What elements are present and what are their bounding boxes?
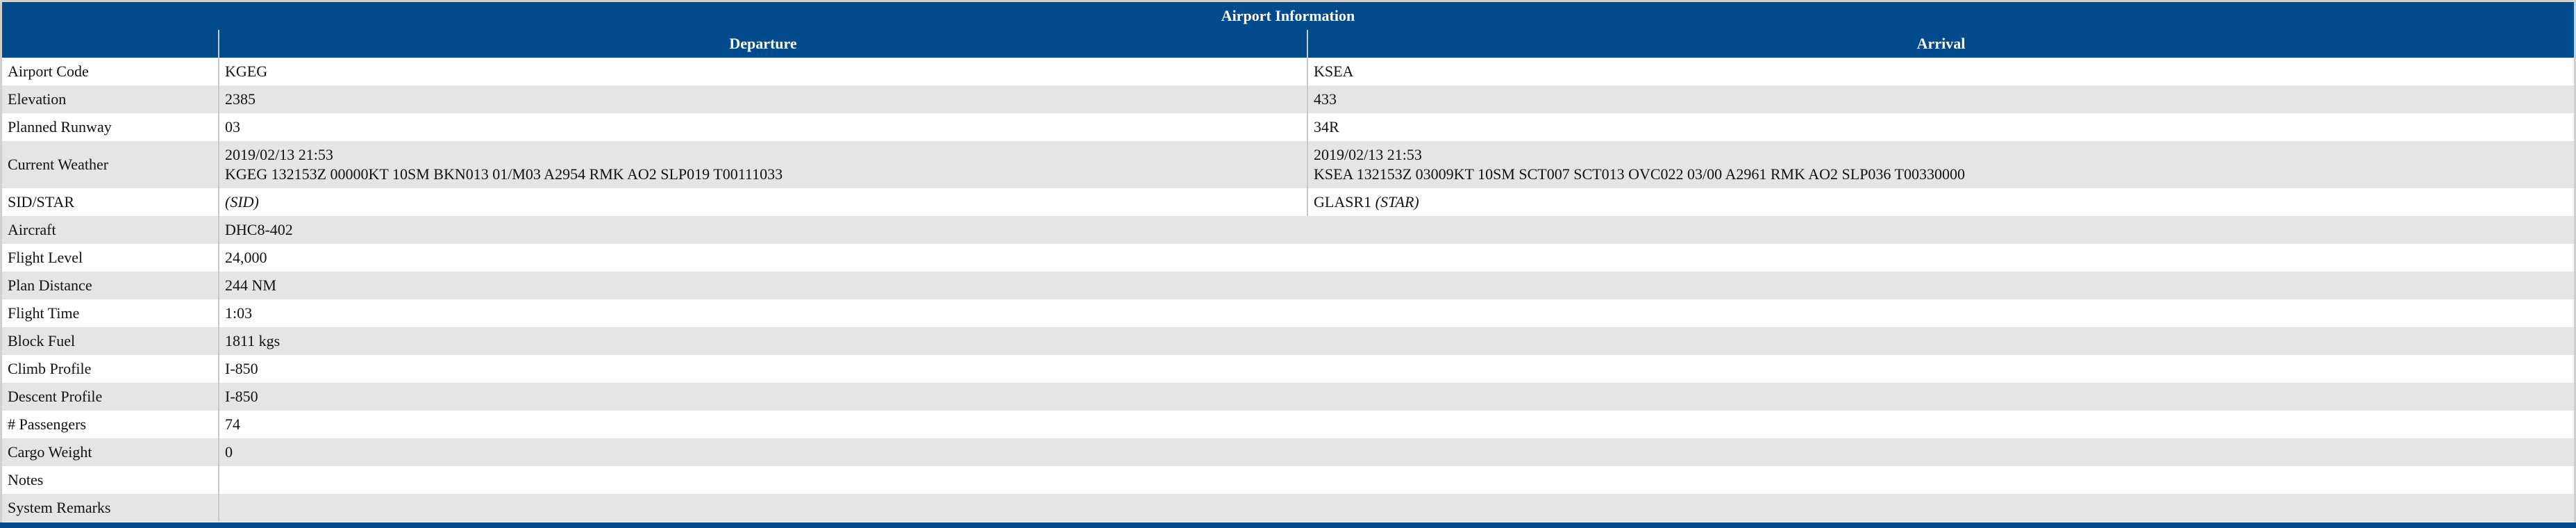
star-type: (STAR) [1375, 193, 1419, 211]
sid-type: (SID) [225, 193, 259, 211]
table-row-cargo-weight: Cargo Weight 0 [2, 438, 2574, 466]
bottom-bar [0, 522, 2576, 528]
arrival-metar: KSEA 132153Z 03009KT 10SM SCT007 SCT013 … [1314, 165, 1965, 183]
table-row-airport-code: Airport Code KGEG KSEA [2, 58, 2574, 85]
departure-column-header: Departure [218, 30, 1307, 58]
departure-value: 03 [218, 113, 1307, 141]
row-value [218, 494, 2574, 522]
row-label: Flight Time [2, 299, 219, 327]
row-label: Notes [2, 466, 219, 494]
departure-value: 2385 [218, 85, 1307, 113]
row-label: Climb Profile [2, 355, 219, 383]
row-label: Aircraft [2, 216, 219, 244]
arrival-value: 433 [1307, 85, 2574, 113]
departure-weather: 2019/02/13 21:53 KGEG 132153Z 00000KT 10… [218, 141, 1307, 188]
table-row-notes: Notes [2, 466, 2574, 494]
table-row-descent-profile: Descent Profile I-850 [2, 383, 2574, 411]
table-row-aircraft: Aircraft DHC8-402 [2, 216, 2574, 244]
table-row-elevation: Elevation 2385 433 [2, 85, 2574, 113]
row-value: DHC8-402 [218, 216, 2574, 244]
row-value: 24,000 [218, 244, 2574, 272]
row-label: # Passengers [2, 411, 219, 438]
table-row-planned-runway: Planned Runway 03 34R [2, 113, 2574, 141]
table-row-climb-profile: Climb Profile I-850 [2, 355, 2574, 383]
arrival-weather: 2019/02/13 21:53 KSEA 132153Z 03009KT 10… [1307, 141, 2574, 188]
row-value: 74 [218, 411, 2574, 438]
row-value [218, 466, 2574, 494]
table-row-system-remarks: System Remarks [2, 494, 2574, 522]
arrival-weather-time: 2019/02/13 21:53 [1314, 146, 1422, 163]
arrival-column-header: Arrival [1307, 30, 2574, 58]
table-row-sid-star: SID/STAR (SID) GLASR1 (STAR) [2, 188, 2574, 216]
row-label: Current Weather [2, 141, 219, 188]
row-label: Planned Runway [2, 113, 219, 141]
table-row-block-fuel: Block Fuel 1811 kgs [2, 327, 2574, 355]
row-label: Block Fuel [2, 327, 219, 355]
row-label: Flight Level [2, 244, 219, 272]
star-name: GLASR1 [1314, 193, 1372, 211]
table-row-plan-distance: Plan Distance 244 NM [2, 272, 2574, 299]
row-value: 1811 kgs [218, 327, 2574, 355]
arrival-star: GLASR1 (STAR) [1307, 188, 2574, 216]
departure-weather-time: 2019/02/13 21:53 [225, 146, 333, 163]
departure-value: KGEG [218, 58, 1307, 85]
arrival-value: 34R [1307, 113, 2574, 141]
column-header-row: Departure Arrival [2, 30, 2574, 58]
row-value: 0 [218, 438, 2574, 466]
row-label: Descent Profile [2, 383, 219, 411]
arrival-value: KSEA [1307, 58, 2574, 85]
row-value: I-850 [218, 383, 2574, 411]
title-row: Airport Information [2, 2, 2574, 30]
row-label: System Remarks [2, 494, 219, 522]
row-label: Elevation [2, 85, 219, 113]
table-row-passengers: # Passengers 74 [2, 411, 2574, 438]
departure-metar: KGEG 132153Z 00000KT 10SM BKN013 01/M03 … [225, 165, 783, 183]
row-value: 1:03 [218, 299, 2574, 327]
table-row-current-weather: Current Weather 2019/02/13 21:53 KGEG 13… [2, 141, 2574, 188]
row-label: Plan Distance [2, 272, 219, 299]
row-value: I-850 [218, 355, 2574, 383]
table-row-flight-level: Flight Level 24,000 [2, 244, 2574, 272]
departure-sid: (SID) [218, 188, 1307, 216]
row-label: Cargo Weight [2, 438, 219, 466]
table-row-flight-time: Flight Time 1:03 [2, 299, 2574, 327]
row-value: 244 NM [218, 272, 2574, 299]
label-column-header [2, 30, 219, 58]
row-label: SID/STAR [2, 188, 219, 216]
row-label: Airport Code [2, 58, 219, 85]
table-title: Airport Information [2, 2, 2574, 30]
